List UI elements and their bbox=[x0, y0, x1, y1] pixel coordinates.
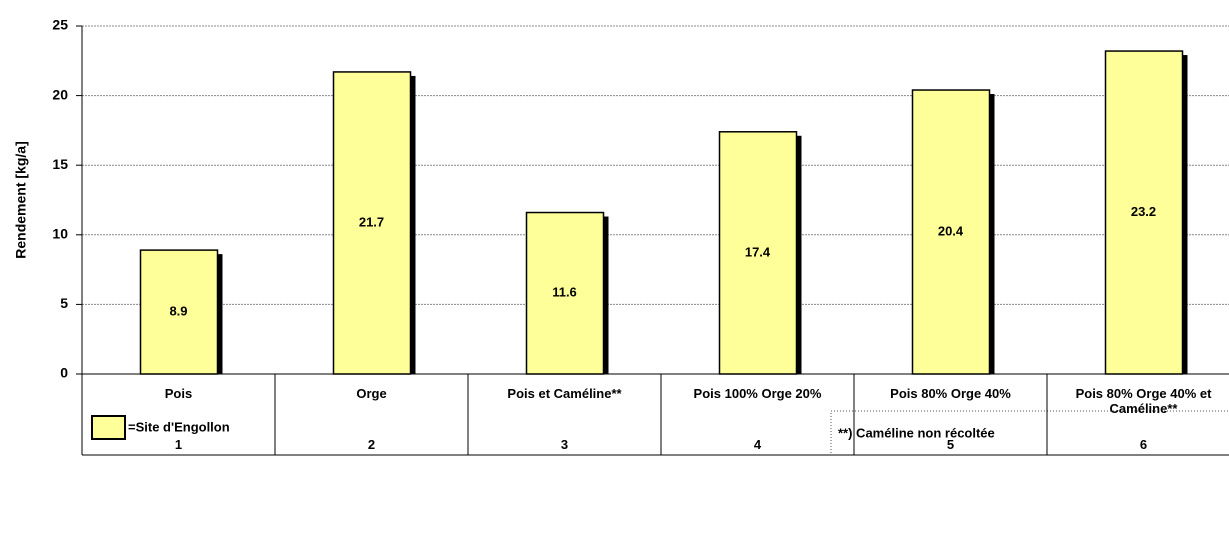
data-label: 11.6 bbox=[552, 285, 577, 300]
bar bbox=[911, 89, 991, 375]
y-tick-label: 5 bbox=[60, 295, 68, 311]
category-number: 5 bbox=[946, 437, 955, 452]
bar bbox=[718, 131, 798, 375]
category-number: 4 bbox=[753, 437, 762, 452]
x-tick-label: Pois 80% Orge 40% et Caméline** bbox=[1075, 386, 1212, 416]
y-tick-label: 15 bbox=[52, 156, 68, 172]
y-axis-label: Rendement [kg/a] bbox=[13, 141, 29, 258]
x-tick-label: Pois et Caméline** bbox=[507, 386, 622, 401]
bar bbox=[139, 249, 219, 375]
x-tick-label: Pois 80% Orge 40% bbox=[890, 386, 1011, 401]
data-label: 23.2 bbox=[1131, 204, 1156, 219]
y-tick-label: 20 bbox=[52, 86, 68, 102]
bar bbox=[525, 211, 605, 375]
x-tick-label: Pois 100% Orge 20% bbox=[693, 386, 822, 401]
data-label: 21.7 bbox=[359, 214, 384, 229]
x-tick-label: Pois bbox=[164, 386, 193, 401]
y-tick-label: 10 bbox=[52, 226, 68, 242]
category-number: 2 bbox=[367, 437, 376, 452]
y-tick-label: 0 bbox=[60, 365, 68, 381]
category-number: 3 bbox=[560, 437, 569, 452]
y-tick-label: 25 bbox=[52, 17, 68, 33]
legend-label: =Site d'Engollon bbox=[128, 419, 230, 434]
bar bbox=[332, 71, 412, 375]
x-tick-label: Orge bbox=[356, 386, 387, 401]
category-number: 1 bbox=[174, 437, 183, 452]
legend-swatch bbox=[91, 415, 126, 440]
data-label: 20.4 bbox=[938, 223, 964, 238]
data-label: 17.4 bbox=[745, 244, 771, 259]
note: **) Caméline non récoltée bbox=[838, 425, 995, 440]
category-number: 6 bbox=[1139, 437, 1148, 452]
data-label: 8.9 bbox=[169, 303, 187, 318]
bar bbox=[1104, 50, 1184, 375]
